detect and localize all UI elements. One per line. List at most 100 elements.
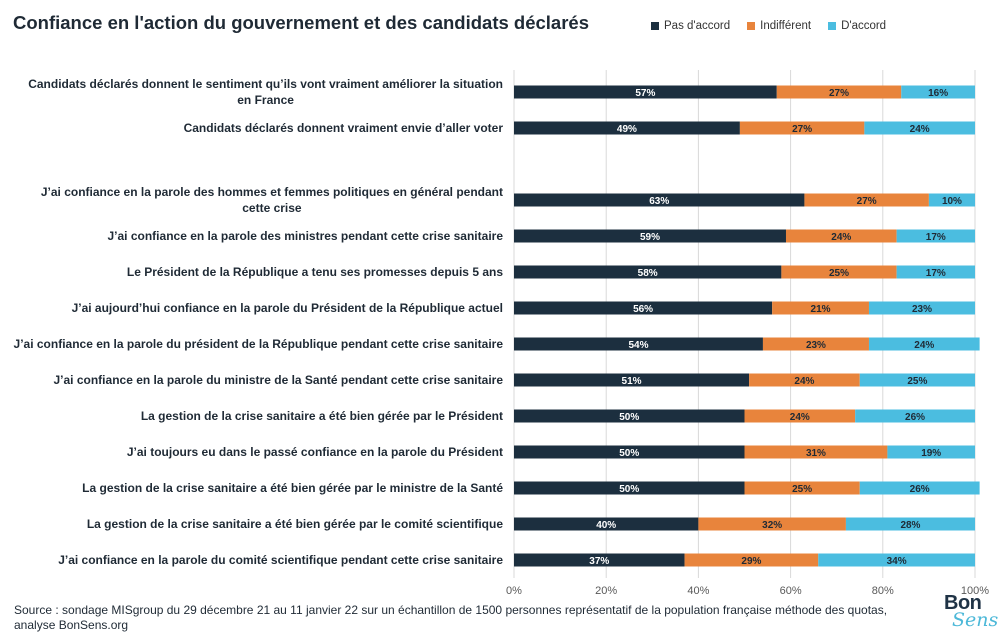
data-label: 32% xyxy=(762,520,782,531)
chart-legend: Pas d'accord Indifférent D'accord xyxy=(651,20,903,32)
category-label: La gestion de la crise sanitaire a été b… xyxy=(141,409,503,423)
data-label: 23% xyxy=(806,340,826,351)
bar-segment-indifferent xyxy=(739,121,865,135)
legend-label-pas-daccord: Pas d'accord xyxy=(664,20,731,32)
bar-segment-indifferent xyxy=(698,517,846,531)
bar-segment-indifferent xyxy=(744,409,856,423)
legend-swatch-pas-daccord xyxy=(651,22,659,30)
chart-title: Confiance en l'action du gouvernement et… xyxy=(13,12,589,33)
data-label: 26% xyxy=(910,484,930,495)
bar-segment-pas-daccord xyxy=(514,193,805,207)
data-label: 51% xyxy=(622,376,642,387)
data-label: 10% xyxy=(942,196,962,207)
data-label: 26% xyxy=(905,412,925,423)
bar-segment-daccord xyxy=(896,229,975,243)
data-label: 56% xyxy=(633,304,653,315)
x-tick-label: 20% xyxy=(595,585,617,597)
bar-segment-daccord xyxy=(901,85,975,99)
data-label: 37% xyxy=(589,556,609,567)
bar-segment-pas-daccord xyxy=(514,481,745,495)
data-label: 24% xyxy=(790,412,810,423)
data-label: 54% xyxy=(628,340,648,351)
data-label: 25% xyxy=(792,484,812,495)
legend-swatch-daccord xyxy=(828,22,837,30)
source-note: Source : sondage MISgroup du 29 décembre… xyxy=(14,603,888,632)
bar-segment-daccord xyxy=(868,337,980,351)
x-tick-label: 60% xyxy=(780,585,802,597)
category-label: J’ai aujourd’hui confiance en la parole … xyxy=(72,301,503,315)
data-label: 57% xyxy=(635,88,655,99)
bar-segment-pas-daccord xyxy=(514,409,745,423)
category-label-line: J’ai confiance en la parole des hommes e… xyxy=(41,185,503,199)
x-tick-label: 100% xyxy=(961,585,989,597)
category-label-line: J’ai confiance en la parole du président… xyxy=(14,337,504,351)
bar-segment-pas-daccord xyxy=(514,121,740,135)
x-tick-label: 80% xyxy=(872,585,894,597)
bar-segment-pas-daccord xyxy=(514,517,699,531)
bar-segment-indifferent xyxy=(762,337,869,351)
category-label-line: La gestion de la crise sanitaire a été b… xyxy=(87,517,503,531)
bar-segment-pas-daccord xyxy=(514,301,773,315)
category-label: J’ai confiance en la parole des ministre… xyxy=(108,229,504,243)
x-tick-label: 0% xyxy=(506,585,522,597)
category-label: La gestion de la crise sanitaire a été b… xyxy=(82,481,503,495)
x-tick-label: 40% xyxy=(687,585,709,597)
category-label-line: J’ai aujourd’hui confiance en la parole … xyxy=(72,301,503,315)
data-label: 50% xyxy=(619,412,639,423)
bar-segment-indifferent xyxy=(749,373,860,387)
data-label: 58% xyxy=(638,268,658,279)
legend-label-indifferent: Indifférent xyxy=(760,20,812,32)
bar-segment-pas-daccord xyxy=(514,337,763,351)
data-label: 24% xyxy=(794,376,814,387)
data-label: 24% xyxy=(914,340,934,351)
data-label: 31% xyxy=(806,448,826,459)
legend-item-daccord: D'accord xyxy=(828,20,886,32)
category-label-line: J’ai confiance en la parole du ministre … xyxy=(54,373,504,387)
bar-segment-pas-daccord xyxy=(514,85,777,99)
data-label: 59% xyxy=(640,232,660,243)
bar-segment-pas-daccord xyxy=(514,445,745,459)
category-label-line: Candidats déclarés donnent vraiment envi… xyxy=(184,121,504,135)
category-label-line: Le Président de la République a tenu ses… xyxy=(127,265,503,279)
category-label-line: cette crise xyxy=(242,201,302,215)
legend-label-daccord: D'accord xyxy=(841,20,887,32)
data-label: 24% xyxy=(831,232,851,243)
bar-segment-indifferent xyxy=(684,553,819,567)
category-label-line: J’ai confiance en la parole des ministre… xyxy=(108,229,504,243)
logo-text-bon: Bon xyxy=(944,592,982,614)
data-label: 63% xyxy=(649,196,669,207)
data-label: 28% xyxy=(900,520,920,531)
bar-segment-daccord xyxy=(868,301,975,315)
data-label: 19% xyxy=(921,448,941,459)
data-label: 24% xyxy=(910,124,930,135)
data-label: 17% xyxy=(926,268,946,279)
bar-segment-indifferent xyxy=(744,481,860,495)
bar-segment-daccord xyxy=(896,265,975,279)
data-label: 25% xyxy=(829,268,849,279)
bar-segment-daccord xyxy=(887,445,975,459)
category-label-line: La gestion de la crise sanitaire a été b… xyxy=(141,409,503,423)
category-label: J’ai confiance en la parole des hommes e… xyxy=(41,185,503,215)
bar-segment-indifferent xyxy=(804,193,929,207)
category-label-line: La gestion de la crise sanitaire a été b… xyxy=(82,481,503,495)
category-label: Le Président de la République a tenu ses… xyxy=(127,265,503,279)
data-label: 23% xyxy=(912,304,932,315)
bar-segment-pas-daccord xyxy=(514,553,685,567)
logo-text-sens: Sens xyxy=(952,609,999,631)
category-label-line: Candidats déclarés donnent le sentiment … xyxy=(28,77,503,91)
bar-segment-indifferent xyxy=(744,445,888,459)
bar-segment-daccord xyxy=(859,373,975,387)
bar-segment-indifferent xyxy=(785,229,897,243)
legend-swatch-indifferent xyxy=(747,22,756,30)
bar-segment-indifferent xyxy=(776,85,902,99)
data-label: 21% xyxy=(811,304,831,315)
category-label-line: J’ai confiance en la parole du comité sc… xyxy=(58,553,503,567)
data-label: 50% xyxy=(619,448,639,459)
category-label-line: en France xyxy=(237,93,294,107)
data-label: 34% xyxy=(887,556,907,567)
data-label: 17% xyxy=(926,232,946,243)
bar-segment-indifferent xyxy=(781,265,897,279)
data-label: 27% xyxy=(857,196,877,207)
category-label: J’ai confiance en la parole du ministre … xyxy=(54,373,504,387)
bar-segment-pas-daccord xyxy=(514,229,786,243)
